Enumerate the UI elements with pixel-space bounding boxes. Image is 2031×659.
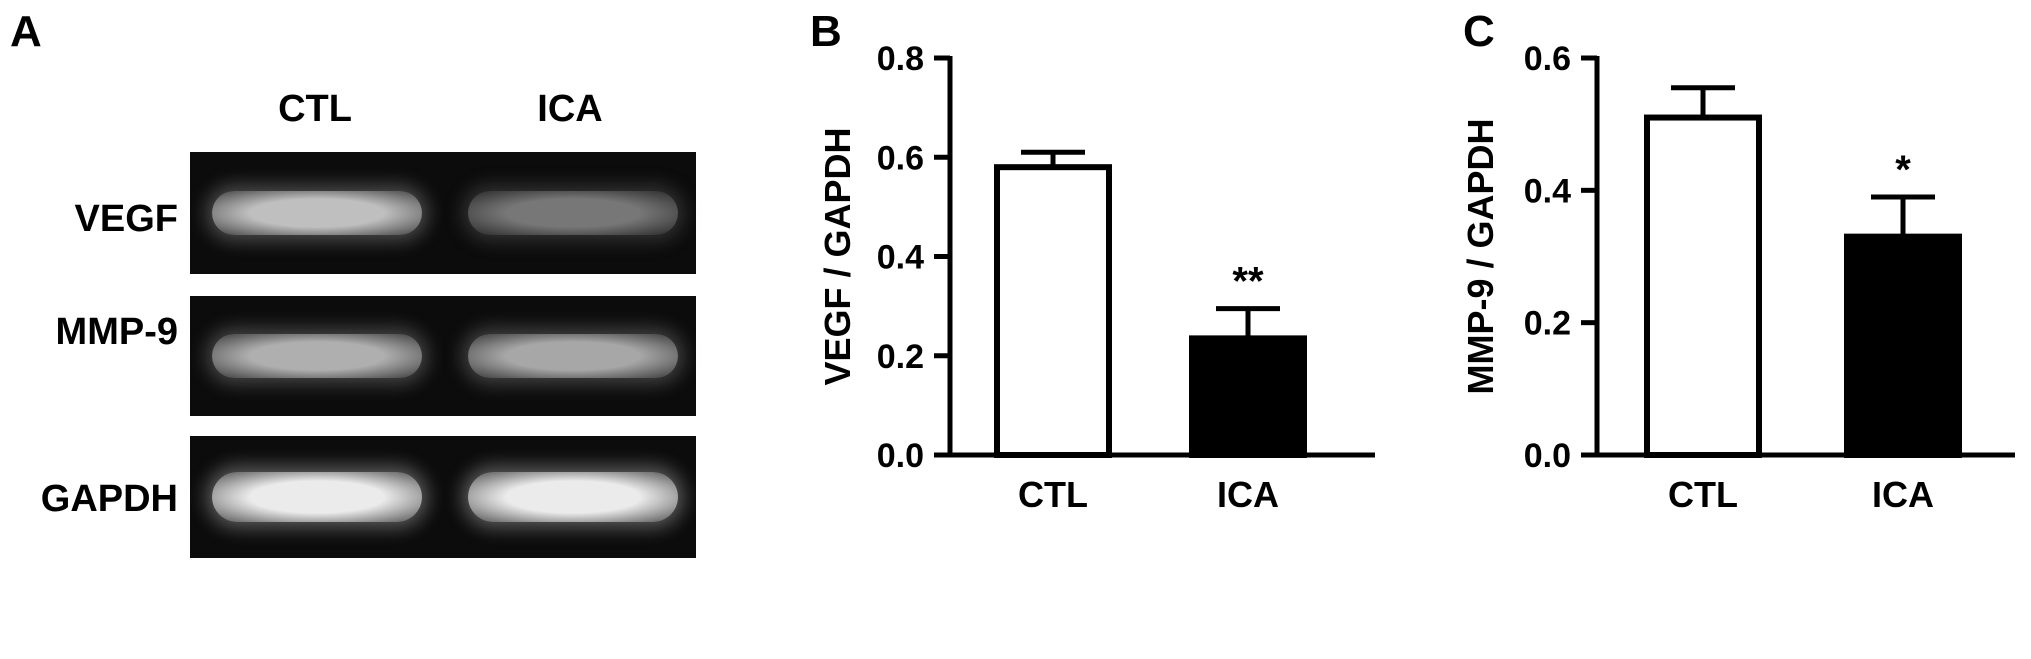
panel-letter-c: C [1463,7,1495,56]
chart-b-y-axis-label: VEGF / GAPDH [817,127,858,385]
chart-b-bar-ica [1189,335,1307,459]
gel-lane-label-ica: ICA [537,88,603,130]
gel-row-label-mmp9: MMP-9 [55,311,178,353]
panel-letter-b: B [810,7,842,56]
chart-c-x-tick-label: CTL [1668,474,1738,515]
chart-b-y-tick-label: 0.0 [877,437,924,475]
gel-row-label-gapdh: GAPDH [40,478,178,520]
band-gapdh-ica [468,472,678,522]
chart-c-bar-ica [1844,233,1962,458]
chart-c-bar-ctl [1644,114,1762,459]
bar-chart-mmp9: 0.0 0.2 0.4 0.6 MMP-9 / GAPDH CTL * ICA [1460,40,2015,515]
chart-c-y-tick-label: 0.2 [1524,305,1571,343]
gel-lane-label-ctl: CTL [278,88,352,130]
band-vegf-ctl [212,191,422,235]
chart-c-y-tick-label: 0.6 [1524,40,1571,78]
chart-b-y-tick-label: 0.6 [877,139,924,177]
chart-b-x-tick-label: ICA [1217,474,1279,515]
chart-b-y-tick-label: 0.8 [877,40,924,78]
chart-c-x-tick-label: ICA [1872,474,1934,515]
band-mmp9-ica [468,334,678,378]
panel-letter-a: A [10,7,42,56]
band-gapdh-ctl [212,472,422,522]
gel-strip-vegf [190,152,696,274]
gel-row-label-vegf: VEGF [74,198,178,240]
chart-b-y-tick-label: 0.2 [877,338,924,376]
chart-c-y-tick-label: 0.0 [1524,437,1571,475]
bar-chart-vegf: 0.0 0.2 0.4 0.6 0.8 VEGF / GAPDH CTL ** ICA [817,40,1375,515]
chart-b-significance-marker: ** [1232,260,1264,304]
chart-b-bar-ctl [994,164,1112,459]
chart-c-y-tick-label: 0.4 [1524,172,1571,210]
band-vegf-ica [468,191,678,235]
chart-b-x-tick-label: CTL [1018,474,1088,515]
gel-strip-mmp9 [190,296,696,416]
chart-b-y-tick-label: 0.4 [877,239,924,277]
chart-c-y-axis-label: MMP-9 / GAPDH [1460,118,1501,394]
gel-strip-gapdh [190,436,696,558]
band-mmp9-ctl [212,334,422,378]
chart-c-significance-marker: * [1895,148,1911,192]
